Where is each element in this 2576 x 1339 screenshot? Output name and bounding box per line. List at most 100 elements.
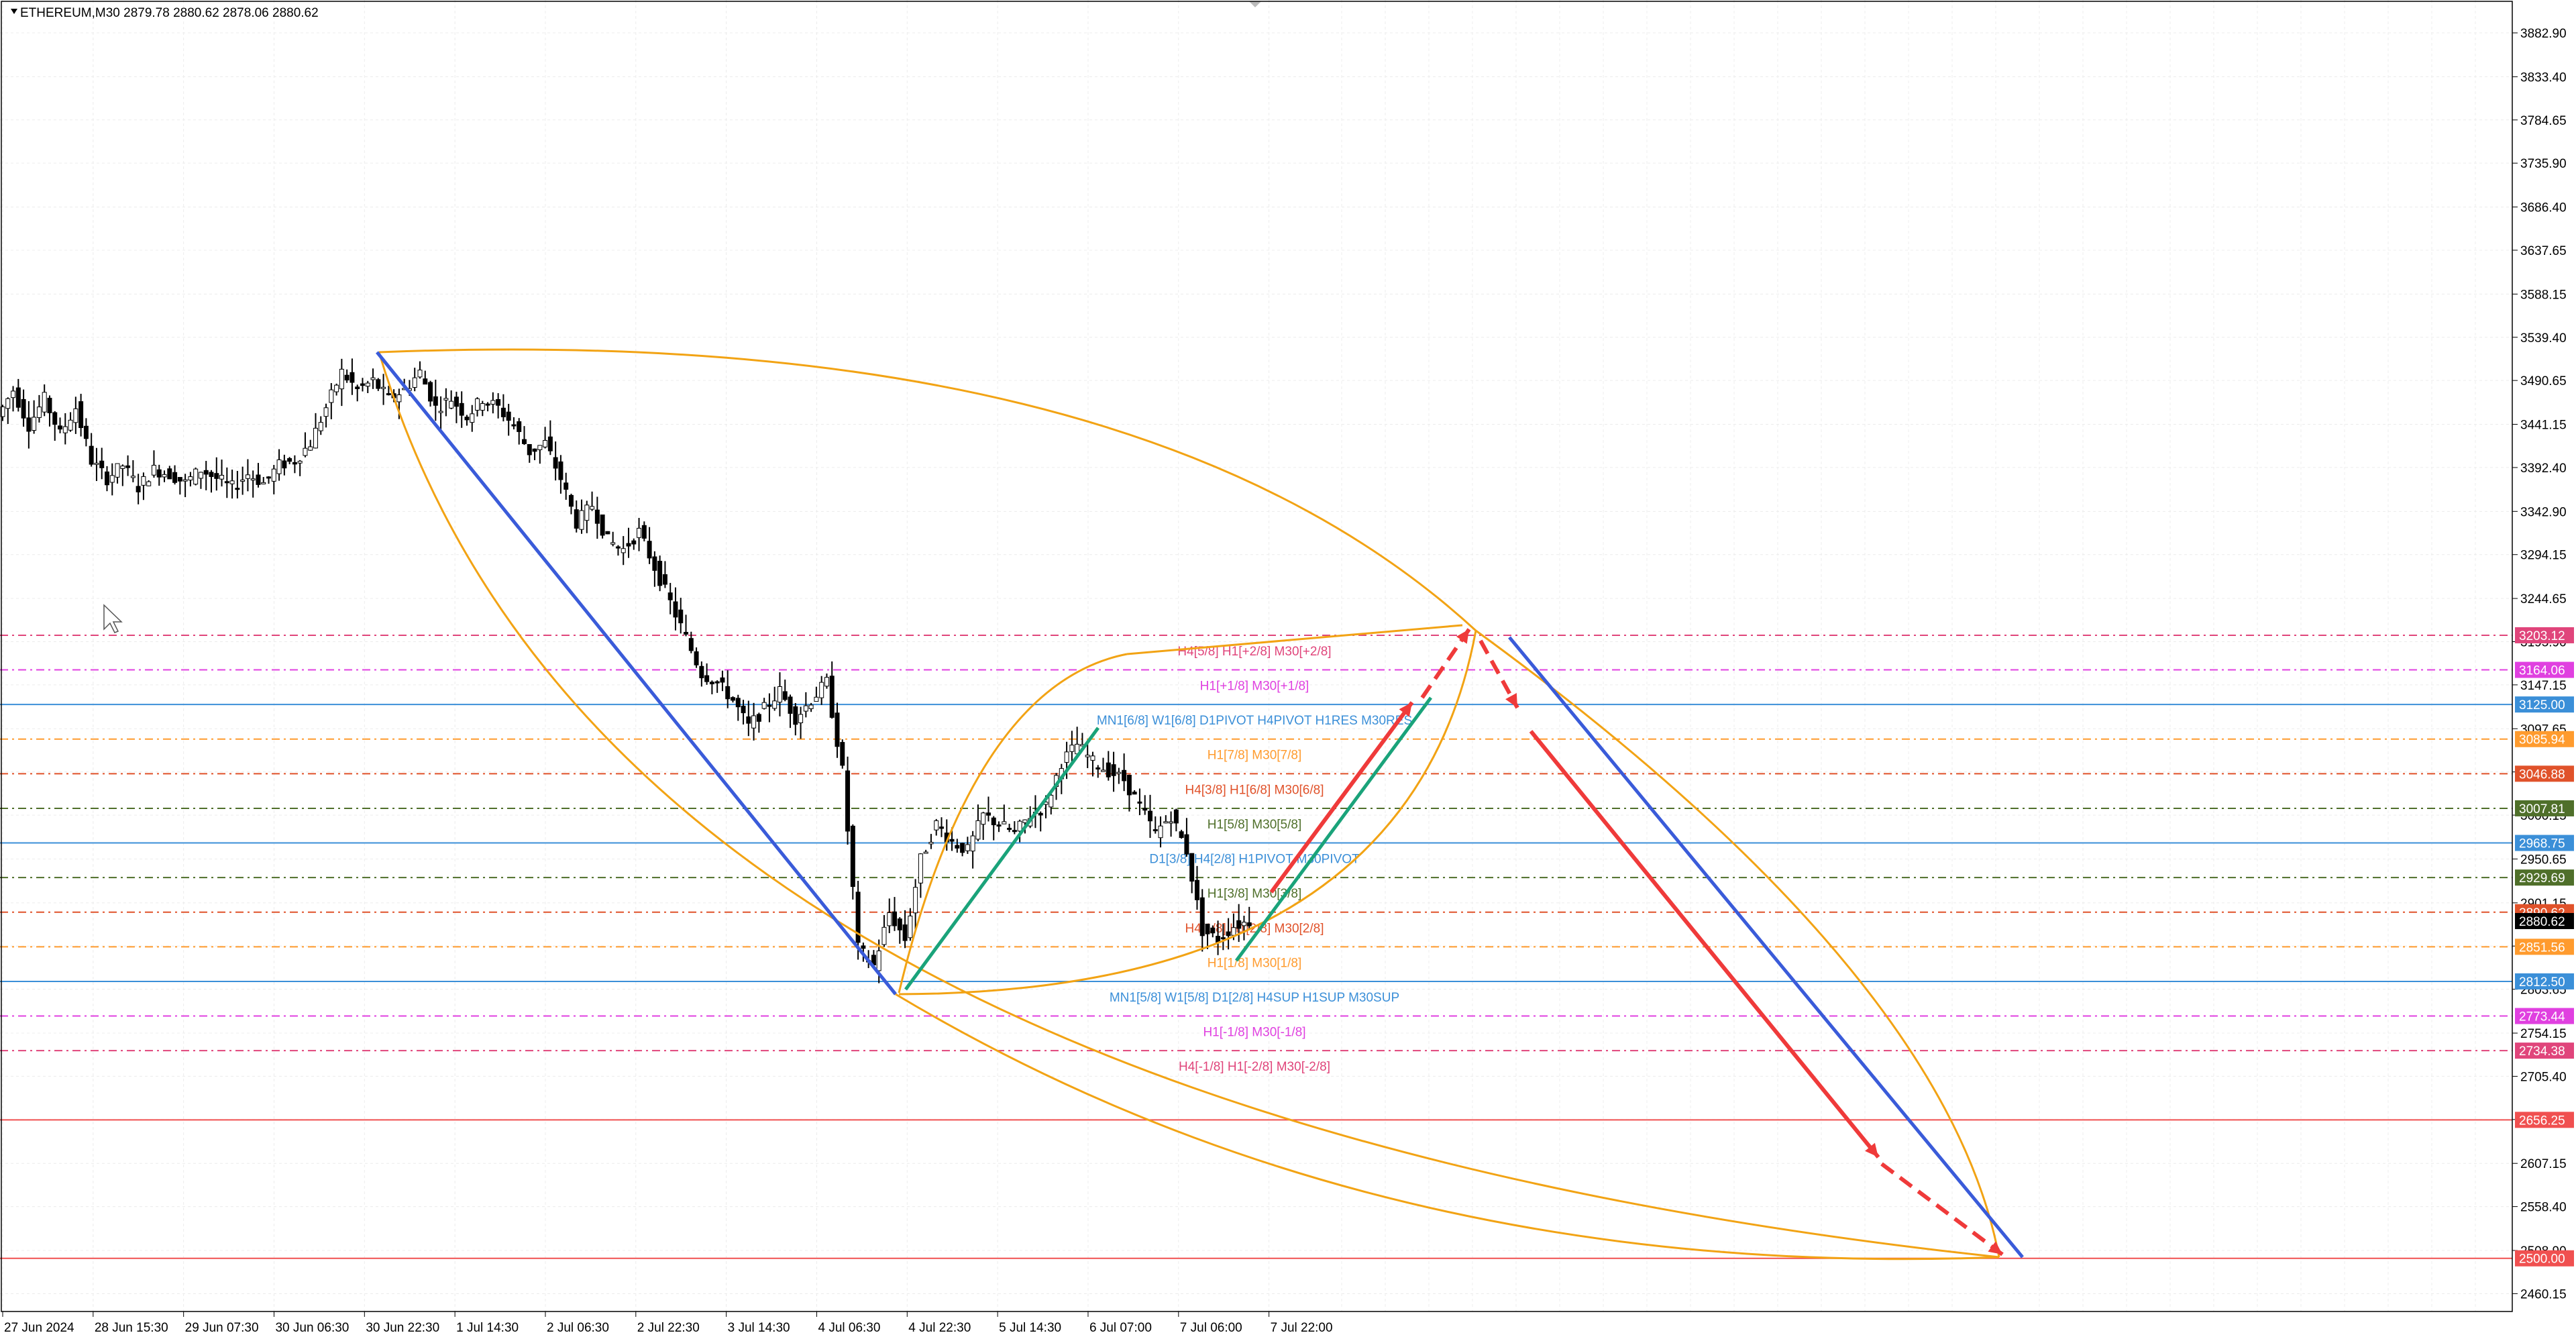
candle-body [558, 461, 564, 480]
candle-body [229, 480, 235, 484]
level-label: D1[3/8] H4[2/8] H1PIVOT M30PIVOT [1149, 853, 1360, 867]
price-tag-text: 2812.50 [2519, 975, 2565, 989]
candle-body [626, 543, 631, 547]
candle-body [11, 390, 16, 398]
orange-arc-left[interactable] [378, 352, 2000, 1258]
candle-body [292, 462, 297, 465]
time-tick-label: 1 Jul 14:30 [456, 1321, 519, 1335]
candle-body [266, 476, 272, 479]
candle-body [647, 541, 652, 559]
candle-body [0, 406, 5, 417]
blue-trend-line-forecast[interactable] [1508, 636, 2024, 1258]
candle-body [412, 377, 417, 388]
price-tag [2515, 765, 2574, 782]
candle-body [934, 820, 939, 831]
blue-trend-line-main[interactable] [376, 351, 897, 996]
candle-body [297, 460, 303, 464]
orange-top-line[interactable] [1126, 624, 1463, 655]
candle-body [714, 681, 720, 684]
chart-menu-triangle-icon[interactable] [11, 9, 17, 14]
candle-body [459, 403, 464, 416]
candle-body [485, 403, 490, 406]
candle-body [47, 397, 52, 413]
candle-body [814, 696, 819, 702]
candle-body [720, 677, 725, 683]
level-label: MN1[6/8] W1[6/8] D1PIVOT H4PIVOT H1RES M… [1097, 714, 1412, 728]
candle-body [172, 472, 178, 483]
orange-arc-bottom[interactable] [895, 993, 2000, 1261]
candle-body [240, 479, 246, 482]
candle-body [1132, 792, 1137, 795]
red-forecast-arrow-down[interactable] [1529, 730, 1880, 1159]
time-tick-label: 2 Jul 06:30 [547, 1321, 609, 1335]
price-tick-label: 3392.40 [2520, 462, 2567, 476]
candle-body [955, 845, 960, 849]
candle-body [94, 462, 99, 465]
candle-body [584, 504, 590, 521]
level-label: H1[1/8] M30[1/8] [1208, 956, 1301, 970]
candle-body [78, 401, 84, 429]
candle-body [89, 445, 94, 465]
candle-body [949, 839, 955, 842]
time-tick-label: 4 Jul 22:30 [908, 1321, 971, 1335]
red-forecast-dashed-up[interactable] [1420, 628, 1471, 699]
candle-body [1169, 821, 1174, 824]
price-tag [2515, 1112, 2574, 1128]
price-tag [2515, 627, 2574, 643]
candle-body [1022, 819, 1028, 823]
candle-body [506, 411, 511, 421]
candle-body [1173, 809, 1179, 824]
time-tick-label: 27 Jun 2024 [4, 1321, 74, 1335]
candle-body [1142, 808, 1148, 811]
candle-body [767, 704, 772, 707]
price-tick-label: 3244.65 [2520, 592, 2567, 606]
orange-arc-inner-right[interactable] [898, 630, 1477, 996]
candle-body [568, 494, 574, 507]
candle-body [829, 676, 835, 718]
candle-body [449, 400, 454, 409]
price-tag-text: 3164.06 [2519, 664, 2565, 678]
candle-body [881, 926, 887, 945]
orange-arc-inner-left[interactable] [898, 653, 1128, 994]
candle-body [271, 468, 276, 482]
candle-body [704, 675, 710, 682]
price-tag-text: 3125.00 [2519, 698, 2565, 712]
candle-body [991, 817, 996, 826]
price-tag-text: 2734.38 [2519, 1045, 2565, 1059]
candle-body [1199, 897, 1205, 936]
candle-body [892, 911, 898, 926]
candle-body [981, 812, 986, 825]
candle-body [824, 677, 829, 687]
candle-body [443, 398, 449, 400]
drawing-objects[interactable] [103, 1, 2024, 1261]
price-tick-label: 3882.90 [2520, 27, 2567, 41]
candle-body [694, 651, 699, 665]
time-tick-label: 28 Jun 15:30 [95, 1321, 168, 1335]
price-tick-label: 2754.15 [2520, 1027, 2567, 1041]
price-tick-label: 3588.15 [2520, 288, 2567, 302]
candle-body [480, 403, 485, 411]
price-tag-text: 2773.44 [2519, 1010, 2565, 1024]
candle-body [470, 413, 475, 423]
red-forecast-dashed-down[interactable] [1479, 639, 1519, 709]
red-forecast-dashed-final[interactable] [1880, 1162, 2004, 1256]
orange-arc-right[interactable] [1475, 629, 2000, 1258]
candle-body [156, 469, 162, 478]
candle-body [1184, 834, 1189, 855]
red-forecast-arrow-up[interactable] [1269, 701, 1414, 894]
green-trend-line-2[interactable] [1234, 696, 1433, 962]
green-trend-line-1[interactable] [904, 727, 1100, 991]
orange-arc-upper[interactable] [378, 348, 1477, 632]
candle-body [850, 825, 855, 888]
price-tick-label: 3147.15 [2520, 679, 2567, 693]
candle-body [1126, 775, 1132, 796]
candle-body [1012, 830, 1017, 833]
candle-body [1220, 937, 1226, 940]
candle-body [198, 472, 203, 479]
candle-body [970, 835, 975, 852]
price-tag-text: 3203.12 [2519, 629, 2565, 643]
shift-marker-icon[interactable] [1249, 1, 1261, 7]
candle-body [751, 715, 757, 729]
candle-body [746, 716, 751, 724]
